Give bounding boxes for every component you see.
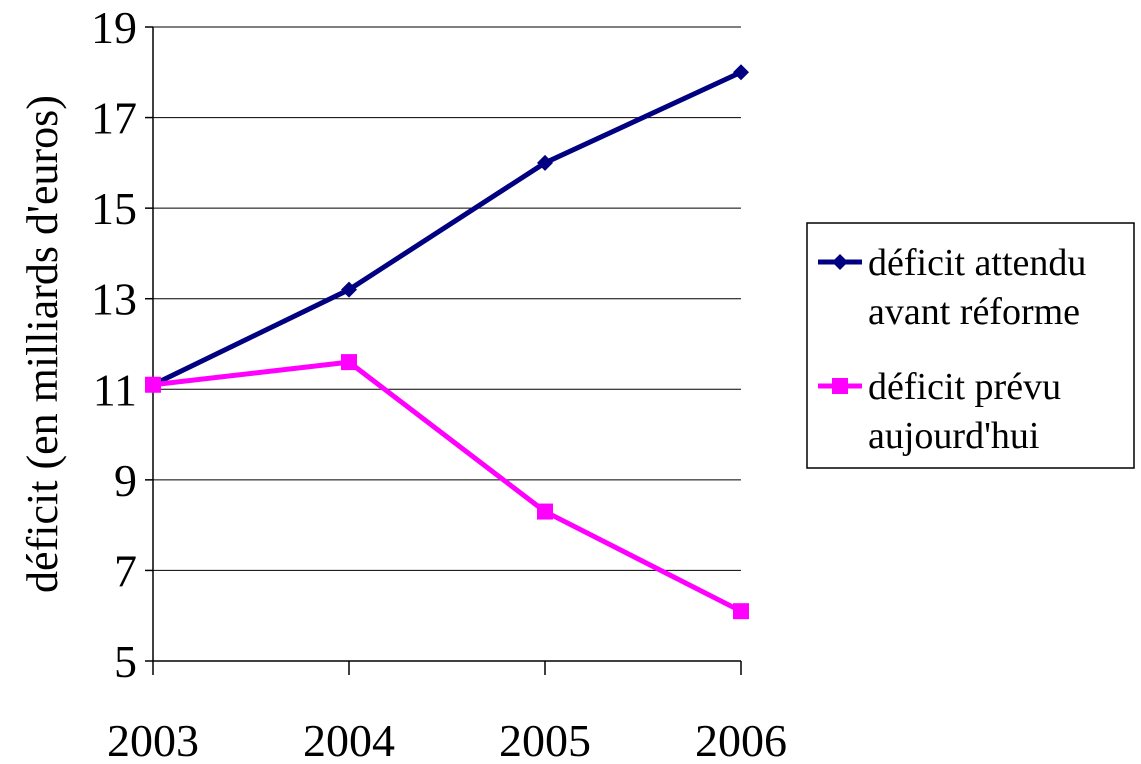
y-tick-label: 5 bbox=[114, 636, 137, 687]
y-tick-label: 11 bbox=[93, 364, 137, 415]
legend-item: déficit prévu aujourd'hui bbox=[818, 366, 1061, 457]
data-point-square bbox=[832, 378, 848, 394]
data-point-diamond bbox=[832, 254, 848, 270]
axes bbox=[145, 26, 742, 675]
series-line bbox=[152, 359, 743, 614]
y-axis-title: déficit (en milliards d'euros) bbox=[18, 95, 67, 593]
data-point-diamond bbox=[341, 281, 357, 298]
y-tick-label: 13 bbox=[91, 274, 137, 325]
x-tick-label: 2004 bbox=[303, 715, 395, 764]
legend: déficit attendu avant réforme déficit prév… bbox=[806, 222, 1135, 469]
data-point-square bbox=[341, 354, 357, 371]
data-point-diamond bbox=[733, 64, 749, 81]
series-lines bbox=[145, 64, 749, 620]
x-tick-label: 2006 bbox=[695, 715, 787, 764]
series-1 bbox=[145, 354, 749, 620]
legend-label: déficit prévu bbox=[868, 366, 1061, 408]
data-point-square bbox=[537, 503, 553, 520]
gridlines bbox=[153, 26, 741, 571]
legend-label: avant réforme bbox=[868, 291, 1080, 333]
legend-label: déficit attendu bbox=[868, 242, 1086, 284]
y-tick-label: 17 bbox=[91, 93, 137, 144]
data-point-square bbox=[733, 603, 749, 620]
y-tick-label: 9 bbox=[114, 455, 137, 506]
y-tick-label: 7 bbox=[114, 545, 137, 596]
series-0 bbox=[145, 64, 749, 393]
legend-label: aujourd'hui bbox=[868, 415, 1039, 457]
data-point-diamond bbox=[537, 154, 553, 171]
y-tick-label: 15 bbox=[91, 183, 137, 234]
x-tick-labels: 2003 2004 2005 2006 bbox=[107, 715, 787, 764]
y-tick-labels: 5 7 9 11 13 15 17 19 bbox=[91, 2, 137, 687]
x-tick-label: 2003 bbox=[107, 715, 199, 764]
series-line bbox=[151, 70, 743, 388]
data-point-square bbox=[145, 376, 161, 393]
x-tick-label: 2005 bbox=[499, 715, 591, 764]
legend-item: déficit attendu avant réforme bbox=[818, 242, 1086, 333]
y-tick-label: 19 bbox=[91, 2, 137, 53]
